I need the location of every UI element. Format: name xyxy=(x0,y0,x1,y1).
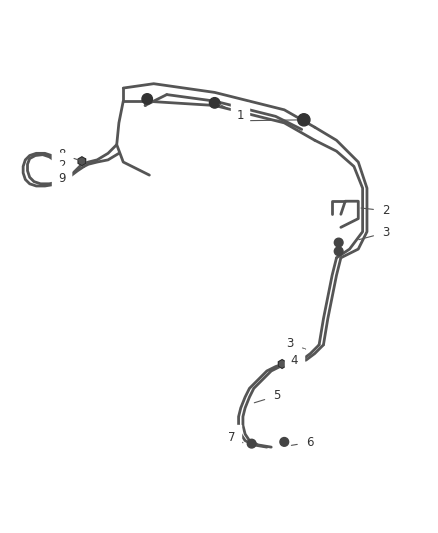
Circle shape xyxy=(334,238,343,247)
Text: 9: 9 xyxy=(58,172,65,184)
Text: 4: 4 xyxy=(282,354,298,367)
Text: 3: 3 xyxy=(359,226,389,240)
Text: 2: 2 xyxy=(361,204,390,217)
Circle shape xyxy=(298,114,310,126)
Text: 6: 6 xyxy=(291,436,314,449)
Text: 8: 8 xyxy=(58,148,79,160)
Circle shape xyxy=(334,247,343,256)
Circle shape xyxy=(247,439,256,448)
Polygon shape xyxy=(78,157,86,166)
Circle shape xyxy=(209,98,220,108)
Text: 2: 2 xyxy=(58,159,65,172)
Circle shape xyxy=(142,94,152,104)
Text: 3: 3 xyxy=(286,337,306,350)
Polygon shape xyxy=(278,360,286,368)
Circle shape xyxy=(280,438,289,446)
Circle shape xyxy=(56,177,64,186)
Text: 7: 7 xyxy=(228,431,243,443)
Text: 5: 5 xyxy=(254,389,281,403)
Text: 1: 1 xyxy=(219,104,244,122)
